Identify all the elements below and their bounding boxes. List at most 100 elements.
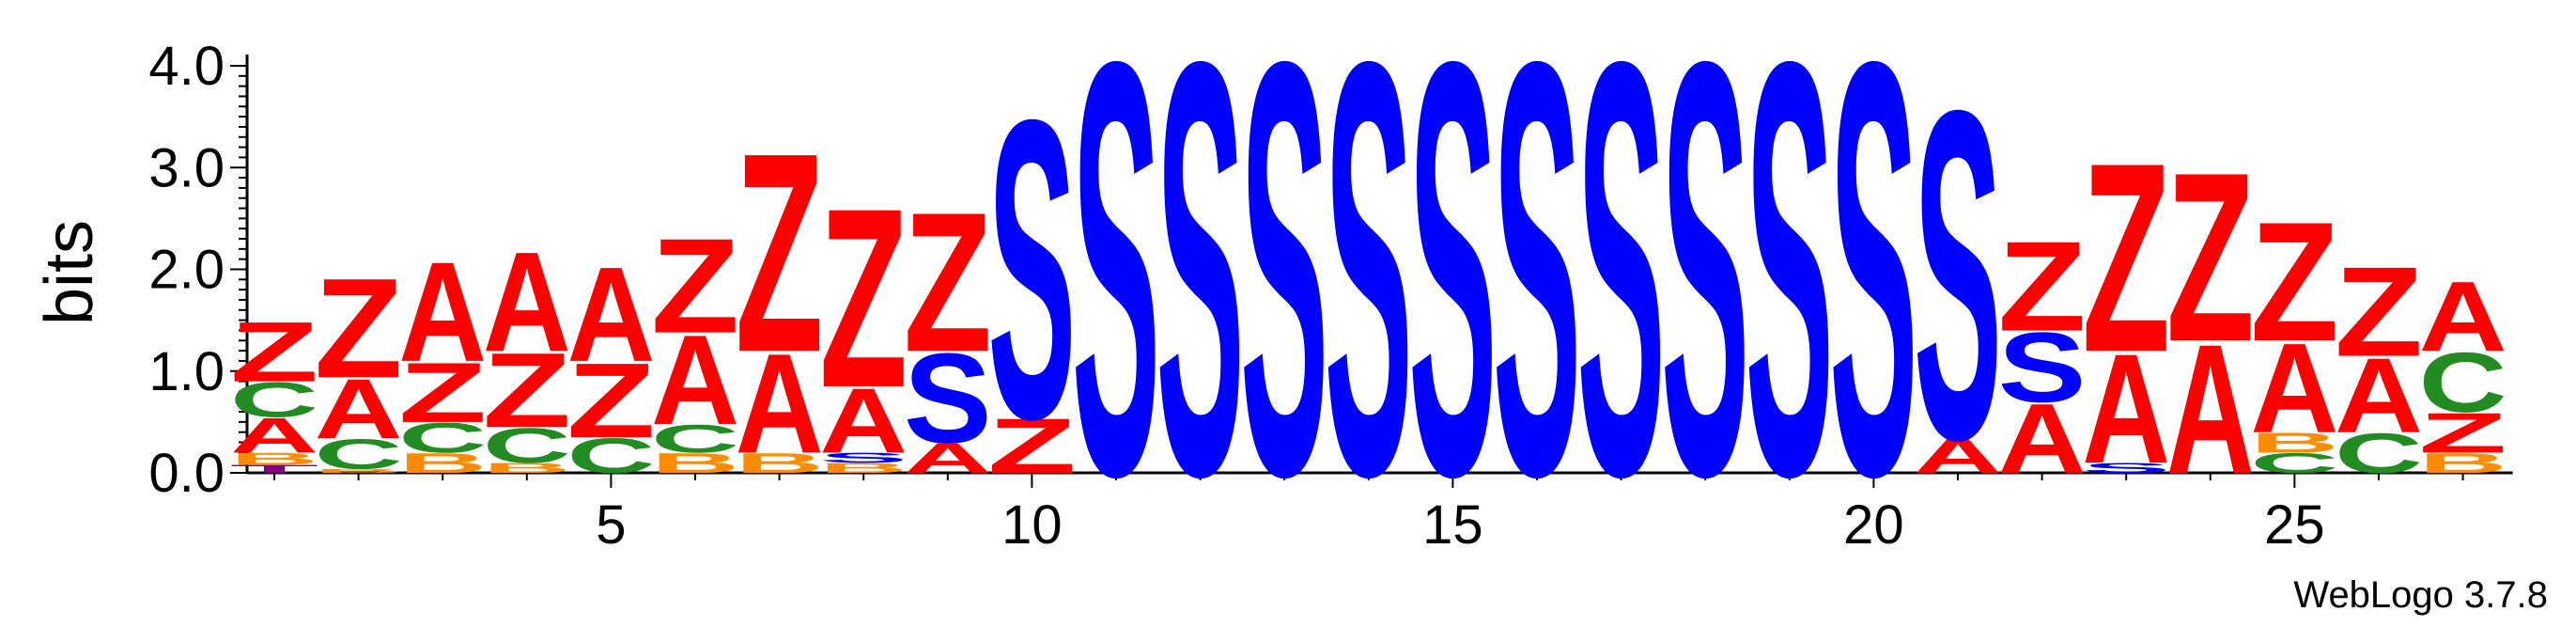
logo-letter-Z: Z [2082,106,2170,409]
logo-letter-S: S [1240,0,1328,599]
logo-stack: S [1746,0,1834,599]
y-tick-label: 1.0 [148,341,225,402]
logo-stacks: TBACZBCAZBCZABCZACZABCAZBAZBSAZASZZSSSSS… [230,0,2507,599]
logo-letter-Z: Z [2419,401,2507,465]
y-tick-label: 4.0 [148,36,225,97]
logo-letter-A: A [2166,306,2255,512]
logo-letter-S: S [819,450,908,466]
logo-letter-Z: Z [904,171,992,394]
logo-letter-B: B [398,447,487,479]
x-tick-label: 20 [1843,494,1904,556]
logo-letter-A: A [566,240,655,390]
logo-letter-A: A [1914,429,2002,484]
logo-letter-Z: Z [736,94,824,412]
logo-letter-B: B [315,468,403,475]
x-axis: 5 10 15 20 25 [247,471,2513,556]
logo-letter-B: B [2250,427,2338,459]
logo-stack: S [1156,0,1245,599]
logo-letter-Z: Z [987,402,1076,490]
logo-letter-C: C [483,418,571,474]
logo-letter-S: S [1661,0,1749,599]
logo-letter-Z: Z [566,341,655,461]
logo-stack: S [1577,0,1666,599]
logo-letter-B: B [651,447,739,479]
logo-letter-Z: Z [483,331,571,450]
logo-letter-A: A [2082,321,2170,496]
x-tick-label: 5 [596,494,626,556]
logo-stack: S [1240,0,1328,599]
logo-letter-Z: Z [1998,215,2087,358]
logo-stack: S [1072,0,1160,599]
logo-letter-A: A [398,232,487,391]
logo-letter-C: C [230,372,318,428]
y-tick-label: 3.0 [148,137,225,198]
logo-stack: S [1661,0,1749,599]
logo-letter-A: A [2419,262,2507,373]
logo-letter-C: C [2250,447,2338,479]
logo-stack: S [1325,0,1413,599]
logo-letter-S: S [1914,12,2002,537]
logo-letter-S: S [987,32,1076,508]
logo-letter-S: S [1998,312,2087,423]
logo-letter-Z: Z [230,305,318,400]
x-tick-label: 15 [1422,494,1483,556]
logo-stack: SAZ [2082,106,2170,496]
logo-letter-S: S [1829,0,1917,599]
logo-letter-A: A [819,370,908,473]
logo-stack: ASZ [904,171,992,482]
y-axis: 0.0 1.0 2.0 3.0 4.0 [148,36,249,504]
logo-stack: CZA [566,240,655,484]
logo-letter-S: S [1325,0,1413,599]
logo-letter-S: S [2082,460,2170,476]
logo-letter-C: C [398,414,487,462]
logo-stack: AZ [2166,121,2255,512]
logo-letter-Z: Z [819,155,908,441]
logo-letter-Z: Z [2335,241,2423,384]
logo-letter-C: C [315,431,403,478]
logo-stack: BAZ [736,94,824,483]
logo-letter-B: B [483,460,571,476]
logo-letter-C: C [566,429,655,484]
y-tick-label: 0.0 [148,443,225,504]
logo-letter-A: A [2250,317,2338,460]
logo-letter-B: B [230,449,318,468]
logo-letter-A: A [651,308,739,451]
logo-letter-S: S [1072,0,1160,599]
logo-stack: ASZ [1998,215,2087,494]
y-tick-label: 2.0 [148,240,225,301]
logo-letter-C: C [651,416,739,462]
logo-letter-A: A [904,434,992,482]
logo-stack: S [1829,0,1917,599]
logo-stack: S [1493,0,1581,599]
logo-letter-C: C [2419,335,2507,431]
logo-letter-A: A [230,408,318,463]
logo-letter-B: B [2419,447,2507,479]
logo-letter-B: B [736,447,824,479]
logo-stack: AS [1914,12,2002,537]
weblogo-credit: WebLogo 3.7.8 [2293,574,2548,616]
logo-letter-S: S [1493,0,1581,599]
logo-letter-C: C [2335,421,2423,485]
logo-letter-A: A [2335,337,2423,455]
logo-letter-S: S [904,328,992,470]
logo-letter-A: A [315,361,403,457]
logo-stack: ZS [987,32,1076,508]
logo-letter-S: S [1408,0,1497,599]
logo-letter-T: T [230,462,318,476]
logo-letter-Z: Z [2166,121,2255,392]
logo-letter-Z: Z [651,210,739,361]
logo-letter-B: B [819,460,908,476]
logo-letter-Z: Z [2250,186,2338,377]
logo-letter-Z: Z [315,249,403,407]
logo-letter-A: A [483,222,571,381]
logo-stack: CAZ [2335,241,2423,485]
x-tick-label: 10 [1001,494,1063,556]
logo-letter-S: S [1577,0,1666,599]
